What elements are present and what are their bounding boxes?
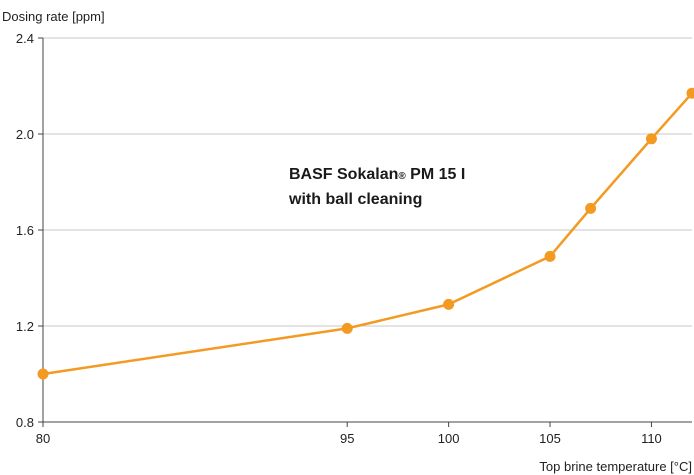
x-tick-label: 105 [539, 431, 561, 446]
data-point [645, 133, 657, 145]
x-tick-label: 95 [340, 431, 354, 446]
data-point [585, 202, 597, 214]
grid-lines [43, 37, 692, 327]
data-point [341, 322, 353, 334]
x-tick-labels: 80 95 100 105 110 [36, 431, 662, 446]
axes [38, 37, 692, 427]
annotation-prefix: BASF Sokalan [289, 166, 398, 183]
data-point [544, 250, 556, 262]
y-axis-title: Dosing rate [ppm] [2, 9, 105, 24]
annotation-line-1: BASF Sokalan® PM 15 I [289, 166, 465, 183]
data-point [443, 298, 455, 310]
series-layer [37, 87, 694, 380]
data-point [686, 87, 694, 99]
annotation-registered-mark: ® [398, 171, 406, 182]
y-tick-label: 2.0 [16, 127, 34, 142]
x-tick-label: 100 [438, 431, 460, 446]
annotation-line-2: with ball cleaning [288, 191, 422, 208]
x-tick-label: 80 [36, 431, 50, 446]
series-line [42, 92, 693, 376]
annotation-suffix: PM 15 I [406, 166, 466, 183]
y-tick-labels: 0.8 1.2 1.6 2.0 2.4 [16, 31, 34, 430]
y-tick-label: 1.2 [16, 319, 34, 334]
y-tick-label: 1.6 [16, 223, 34, 238]
y-tick-label: 0.8 [16, 415, 34, 430]
x-tick-label: 110 [641, 431, 662, 446]
x-axis-title: Top brine temperature [°C] [539, 459, 692, 474]
y-tick-label: 2.4 [16, 31, 34, 46]
data-point [37, 368, 49, 380]
